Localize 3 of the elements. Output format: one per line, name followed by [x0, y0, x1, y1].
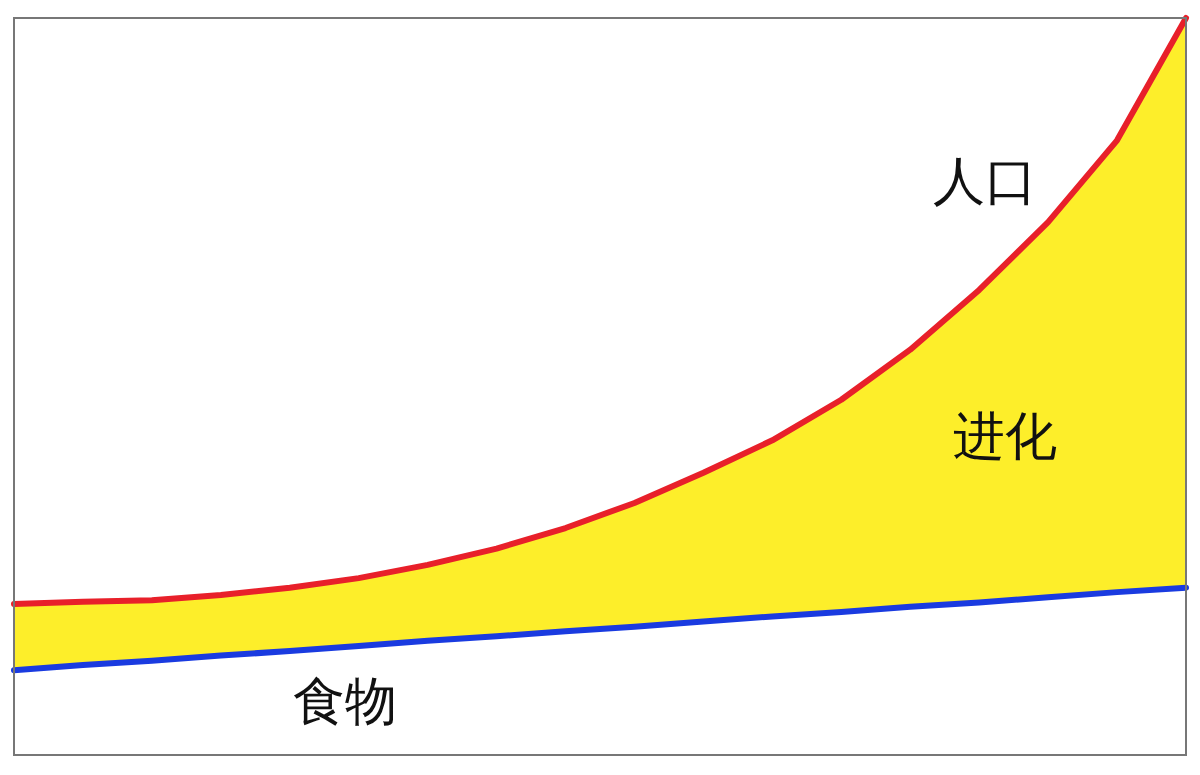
series-label: 食物 [293, 671, 397, 731]
annotation: 进化 [953, 406, 1057, 466]
series-label: 人口 [933, 151, 1037, 211]
